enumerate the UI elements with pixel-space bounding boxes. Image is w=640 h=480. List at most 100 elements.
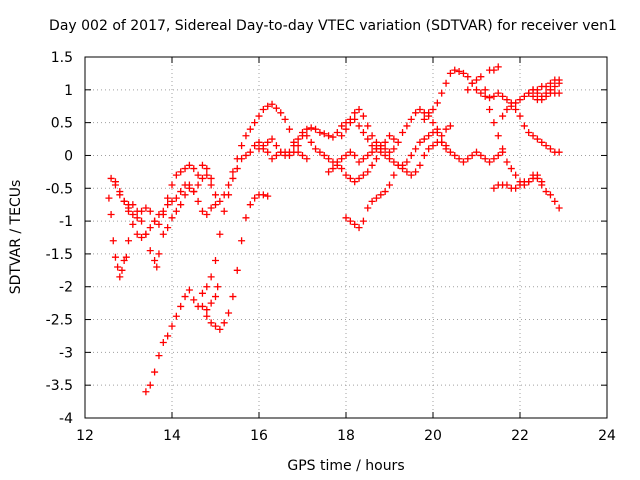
data-point bbox=[207, 273, 215, 281]
x-axis-label: GPS time / hours bbox=[287, 458, 404, 474]
data-point bbox=[333, 128, 341, 136]
data-point bbox=[416, 161, 424, 169]
x-tick-label: 12 bbox=[76, 428, 94, 444]
series-track-11 bbox=[420, 66, 563, 156]
data-point bbox=[520, 122, 528, 130]
data-point bbox=[490, 155, 498, 163]
data-point bbox=[359, 128, 367, 136]
data-point bbox=[281, 115, 289, 123]
data-point bbox=[533, 135, 541, 143]
data-point bbox=[238, 142, 246, 150]
data-point bbox=[355, 158, 363, 166]
data-point bbox=[542, 92, 550, 100]
data-point bbox=[294, 135, 302, 143]
data-point bbox=[125, 207, 132, 215]
data-point bbox=[473, 76, 480, 84]
data-point bbox=[203, 306, 211, 314]
data-point bbox=[494, 63, 502, 71]
data-point bbox=[429, 128, 437, 136]
data-point bbox=[142, 204, 150, 212]
data-point bbox=[377, 142, 385, 150]
data-point bbox=[246, 201, 254, 209]
data-point bbox=[351, 115, 359, 123]
data-point bbox=[185, 184, 193, 192]
data-point bbox=[242, 132, 250, 140]
data-point bbox=[329, 165, 337, 173]
data-point bbox=[342, 214, 350, 222]
data-point bbox=[512, 106, 520, 114]
data-point bbox=[399, 161, 407, 169]
data-point bbox=[142, 388, 150, 396]
data-point bbox=[122, 253, 130, 261]
data-point bbox=[172, 312, 180, 320]
data-point bbox=[277, 109, 285, 117]
data-point bbox=[146, 224, 154, 232]
data-point bbox=[468, 79, 476, 87]
data-point bbox=[225, 191, 233, 199]
data-point bbox=[264, 138, 272, 146]
data-point bbox=[342, 125, 350, 133]
data-point bbox=[203, 283, 211, 291]
series-track-19 bbox=[120, 171, 215, 241]
data-point bbox=[429, 106, 437, 114]
data-point bbox=[325, 168, 333, 176]
data-point bbox=[446, 148, 454, 156]
data-point bbox=[303, 155, 311, 163]
data-point bbox=[407, 151, 415, 159]
data-point bbox=[216, 230, 224, 238]
data-point bbox=[133, 214, 141, 222]
data-point bbox=[255, 145, 263, 153]
y-axis-label: SDTVAR / TECUs bbox=[8, 180, 24, 295]
data-point bbox=[212, 322, 219, 330]
data-point bbox=[168, 181, 176, 189]
data-point bbox=[212, 201, 219, 209]
data-point bbox=[259, 142, 267, 150]
data-point bbox=[285, 148, 293, 156]
series-track-9 bbox=[325, 142, 385, 176]
series-track-8 bbox=[338, 115, 454, 179]
data-point bbox=[364, 204, 372, 212]
data-point bbox=[229, 168, 237, 176]
data-point bbox=[403, 168, 411, 176]
data-point bbox=[390, 135, 398, 143]
data-point bbox=[516, 96, 524, 104]
y-tick-label: -2.5 bbox=[46, 313, 73, 329]
data-point bbox=[303, 125, 311, 133]
data-point bbox=[207, 181, 215, 189]
data-point bbox=[133, 230, 141, 238]
data-point bbox=[185, 286, 193, 294]
data-point bbox=[272, 142, 280, 150]
marks-layer bbox=[105, 63, 563, 396]
data-point bbox=[285, 125, 293, 133]
data-point bbox=[490, 92, 498, 100]
data-point bbox=[451, 66, 459, 74]
data-point bbox=[203, 211, 211, 219]
data-point bbox=[198, 161, 206, 169]
data-point bbox=[329, 133, 337, 141]
data-point bbox=[312, 125, 320, 133]
data-point bbox=[116, 188, 124, 196]
data-point bbox=[307, 138, 315, 146]
data-point bbox=[490, 184, 498, 192]
data-point bbox=[359, 112, 367, 120]
data-point bbox=[368, 148, 376, 156]
data-point bbox=[320, 151, 328, 159]
x-tick-label: 24 bbox=[598, 428, 616, 444]
axis-layer: 12 14 16 18 20 22 24 -4 -3.5 -3 -2.5 -2 -1.5 -1 -0.5 0 0… bbox=[46, 50, 616, 444]
data-point bbox=[111, 178, 119, 186]
series-track-18 bbox=[529, 89, 563, 104]
data-point bbox=[207, 174, 215, 182]
data-point bbox=[542, 142, 550, 150]
data-point bbox=[338, 155, 346, 163]
data-point bbox=[555, 89, 563, 97]
data-point bbox=[259, 191, 267, 199]
data-point bbox=[442, 79, 450, 87]
data-point bbox=[486, 158, 494, 166]
data-point bbox=[546, 145, 554, 153]
data-point bbox=[272, 104, 280, 112]
data-point bbox=[107, 174, 115, 182]
data-point bbox=[551, 197, 559, 205]
data-point bbox=[129, 211, 137, 219]
data-point bbox=[142, 230, 150, 238]
x-tick-label: 22 bbox=[511, 428, 529, 444]
